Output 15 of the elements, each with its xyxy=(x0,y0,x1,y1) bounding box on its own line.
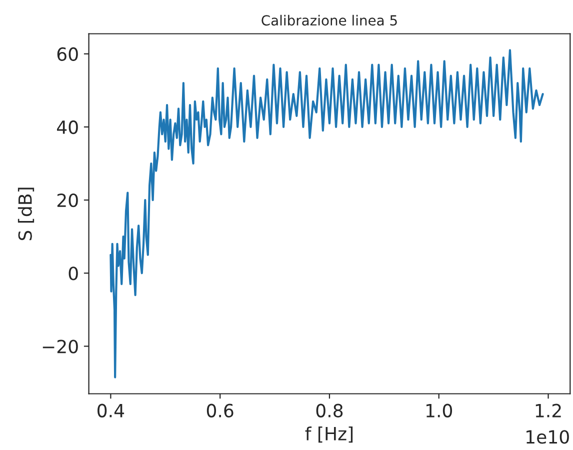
x-tick-label: 0.8 xyxy=(316,404,343,418)
y-axis-title: S [dB] xyxy=(18,188,34,240)
x-tick-label: 1.2 xyxy=(536,404,561,418)
x-tick-label: 0.6 xyxy=(206,404,234,418)
y-tick-label: 60 xyxy=(57,47,78,61)
y-tick-label: 40 xyxy=(57,120,78,134)
x-tick-label: 0.4 xyxy=(98,404,124,418)
y-tick-label: 0 xyxy=(68,266,78,280)
y-tick-label: 20 xyxy=(57,194,78,208)
line-series xyxy=(110,49,544,378)
y-tick-label: −20 xyxy=(42,340,78,354)
chart-title: Calibrazione linea 5 xyxy=(262,14,397,26)
text: 1e10 xyxy=(526,430,569,444)
x-tick-label: 1.0 xyxy=(426,404,452,418)
x-axis-title: f [Hz] xyxy=(305,426,353,443)
